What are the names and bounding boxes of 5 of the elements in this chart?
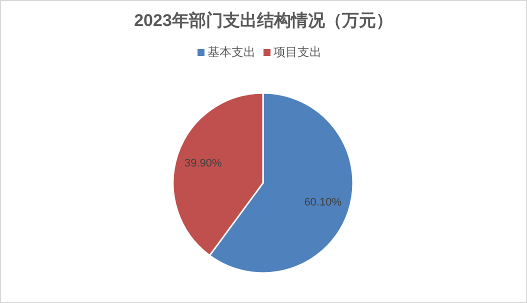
data-label: 39.90% <box>184 157 222 170</box>
legend-label: 项目支出 <box>274 45 322 59</box>
chart-title: 2023年部门支出结构情况（万元） <box>134 11 393 30</box>
data-label: 60.10% <box>304 196 342 209</box>
legend-label: 基本支出 <box>208 45 256 59</box>
